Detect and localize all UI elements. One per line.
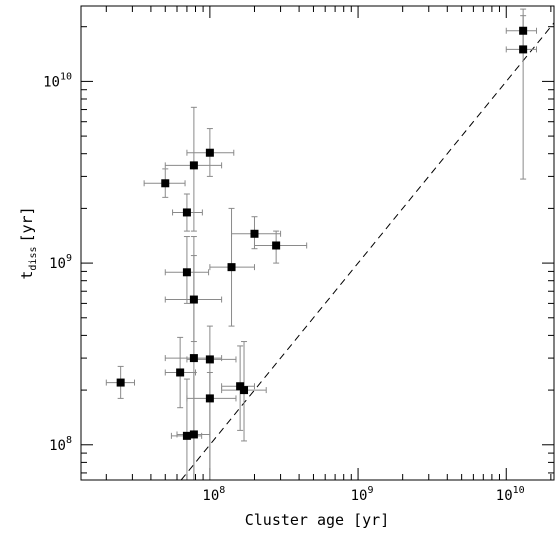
data-point — [189, 295, 198, 304]
data-point — [205, 148, 214, 157]
error-bar — [505, 8, 537, 180]
data-point — [161, 179, 170, 188]
data-point — [519, 26, 528, 35]
error-bars — [105, 8, 537, 480]
axis-ticks — [81, 6, 554, 480]
y-axis-label: tdiss [yr] — [18, 206, 39, 279]
data-point — [519, 45, 528, 54]
data-point — [189, 354, 198, 363]
x-tick-label: 108 — [202, 485, 225, 504]
data-points — [116, 26, 528, 440]
data-point — [272, 241, 281, 250]
y-axis-label-sub: diss — [28, 247, 39, 271]
data-point — [250, 229, 259, 238]
x-tick-label: 109 — [351, 485, 374, 504]
plot-frame — [80, 5, 555, 481]
data-point — [182, 208, 191, 217]
data-point — [176, 368, 185, 377]
y-tick-label: 109 — [49, 253, 72, 272]
data-point — [182, 268, 191, 277]
data-point — [116, 378, 125, 387]
y-tick-label: 1010 — [43, 71, 72, 90]
plot-area: 108 109 1010 108 109 1010 — [43, 5, 555, 504]
reference-line — [180, 22, 554, 480]
data-point — [227, 263, 236, 272]
y-tick-label: 108 — [49, 435, 72, 454]
data-point — [240, 386, 249, 395]
y-axis-label-unit: [yr] — [18, 206, 36, 242]
x-axis-label: Cluster age [yr] — [245, 511, 390, 529]
y-axis-label-main: t — [18, 271, 36, 280]
data-point — [189, 161, 198, 170]
tick-labels: 108 109 1010 108 109 1010 — [43, 71, 525, 504]
data-point — [189, 430, 198, 439]
error-bar — [170, 378, 203, 480]
x-tick-label: 1010 — [496, 485, 525, 504]
data-point — [182, 431, 191, 440]
error-bar — [176, 371, 211, 480]
data-point — [205, 394, 214, 403]
data-point — [205, 355, 214, 364]
